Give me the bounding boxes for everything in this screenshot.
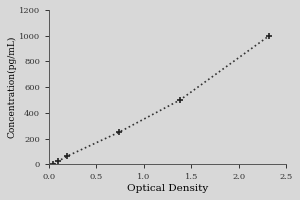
X-axis label: Optical Density: Optical Density bbox=[127, 184, 208, 193]
Y-axis label: Concentration(pg/mL): Concentration(pg/mL) bbox=[7, 36, 16, 138]
